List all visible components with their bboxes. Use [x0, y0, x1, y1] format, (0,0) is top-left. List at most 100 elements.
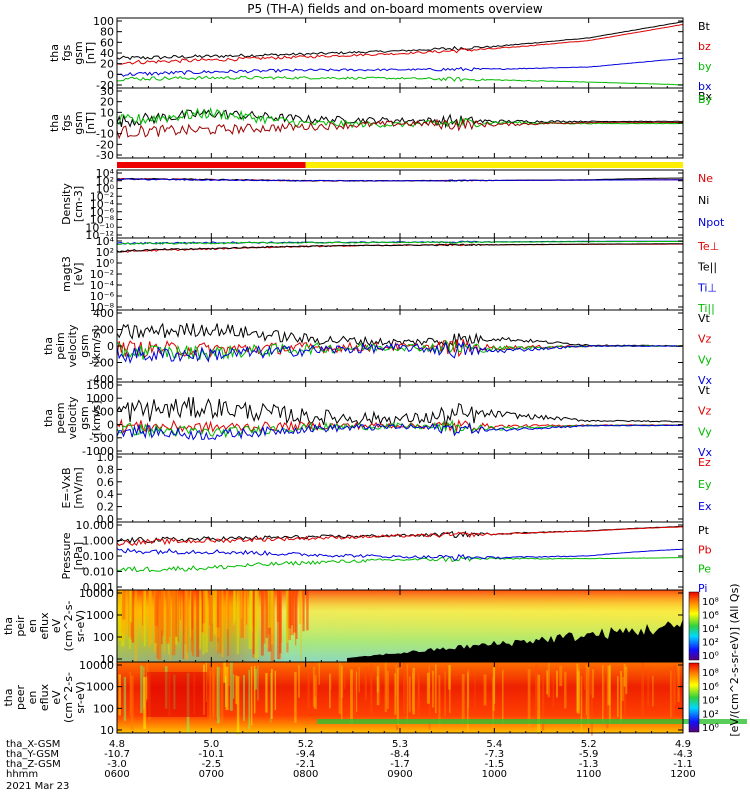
spectrogram-stripe [123, 676, 127, 721]
y-tick-label: 10⁻⁴ [90, 198, 115, 211]
spectrogram-stripe [246, 590, 248, 626]
legend-entry: Pe [698, 563, 711, 576]
y-tick-label: 0.001 [83, 581, 115, 594]
spectrogram-stripe [250, 666, 253, 726]
spectrogram-stripe [280, 590, 282, 643]
spectrogram-stripe [213, 590, 217, 635]
spectrogram-stripe [580, 676, 583, 735]
spectrogram-stripe [285, 590, 289, 643]
y-tick-label: 0.8 [97, 463, 115, 476]
colorbar-tick-label: 10⁸ [702, 668, 719, 679]
spectrogram-stripe [248, 669, 251, 730]
panel-pressure: 10.000 1.000 0.100 0.010 0.001 Pressure [nPa] P… [60, 519, 712, 595]
y-tick-label: 0.4 [97, 488, 115, 501]
spectrogram-stripe [467, 669, 470, 709]
spectrogram-stripe [290, 590, 293, 624]
spectrogram-stripe [229, 662, 233, 711]
spectrogram-stripe [536, 663, 539, 711]
footer-value: 4.8 [109, 739, 125, 750]
spectrogram-stripe [236, 590, 239, 655]
spectrogram-stripe [267, 590, 272, 628]
y-axis-label: eflux [38, 683, 51, 711]
spectrogram-stripe [254, 590, 259, 659]
spectrogram-stripe [537, 674, 541, 735]
legend-entry: by [698, 60, 712, 73]
y-axis-label: gsm [78, 406, 91, 429]
spectrogram-stripe [124, 590, 127, 636]
y-tick-label: 10⁰ [96, 183, 115, 196]
series-peem-velocity-Vy [116, 419, 684, 439]
spectrogram-stripe [356, 671, 358, 712]
legend-entry: Vz [698, 333, 712, 346]
spectrogram-stripe [300, 590, 302, 661]
spectrogram-stripe [652, 675, 654, 707]
y-tick-label: 0 [107, 117, 114, 130]
spectrogram-stripe [492, 676, 495, 732]
y-axis-label: (cm^2-s- [62, 601, 75, 652]
spectrogram-stripe [677, 664, 680, 703]
spectrogram-stripe [172, 590, 176, 656]
spectrogram-stripe [215, 664, 218, 718]
spectrogram-stripe [428, 665, 430, 688]
footer-value: -2.5 [202, 759, 222, 770]
y-tick-label: 10.000 [76, 519, 115, 532]
spectrogram-stripe [449, 665, 451, 713]
footer-value: -5.9 [579, 749, 599, 760]
colorbar-tick-label: 10² [702, 709, 719, 720]
y-tick-label: 60 [100, 36, 114, 49]
colorbar-tick-label: 10⁸ [702, 597, 719, 608]
spectrogram-stripe [552, 676, 555, 708]
y-axis-label: tha [2, 617, 15, 635]
legend-entry: Vy [698, 353, 712, 366]
spectrogram-stripe [603, 675, 605, 713]
y-axis-label: velocity [66, 324, 79, 367]
footer-value: -1.5 [485, 759, 505, 770]
spectrogram-stripe [623, 669, 627, 721]
y-axis-label: [cm-3] [72, 186, 85, 222]
colorbar-tick-label: 10² [702, 638, 719, 649]
footer-value: 1100 [576, 769, 601, 780]
spectrogram-stripe [493, 666, 496, 704]
spectrogram-stripe [578, 666, 580, 711]
y-tick-label: 0.0 [97, 513, 115, 526]
spectrogram-stripe [647, 666, 650, 707]
spectrogram-stripe [406, 664, 409, 725]
y-axis-label: eV [50, 618, 63, 633]
spectrogram-stripe [586, 666, 590, 726]
y-tick-label: -10 [96, 128, 114, 141]
spectrogram-stripe [235, 675, 237, 705]
spectrogram-stripe [402, 662, 406, 714]
series-density-Npot [116, 178, 683, 182]
y-axis-label: peer [14, 685, 27, 711]
y-tick-label: 200 [93, 324, 114, 337]
spectrogram-stripe [295, 590, 298, 640]
series-peim-velocity-Vx [116, 341, 684, 365]
spectrogram-stripe [438, 675, 441, 732]
spectrogram-stripe [190, 590, 193, 652]
y-tick-label: 1000 [86, 681, 114, 694]
spectrogram-stripe [527, 669, 531, 726]
spectrogram-stripe [434, 664, 437, 714]
y-axis-label: Pressure [60, 532, 73, 579]
colorbar-tick-label: 10⁴ [702, 696, 719, 707]
spectrogram-stripe [408, 676, 411, 712]
y-tick-label: 40 [100, 47, 114, 60]
y-tick-label: 10 [100, 724, 114, 737]
spectrogram-stripe [209, 590, 213, 642]
footer-value: -1.1 [673, 759, 693, 770]
spectrogram-stripe [338, 662, 342, 714]
spectrogram-stripe [343, 666, 346, 689]
spectrogram-stripe [225, 666, 229, 711]
series-fgs-dsl-Bz [116, 117, 683, 140]
spectrogram-stripe [277, 590, 281, 660]
legend-entry: Bt [698, 20, 711, 33]
y-tick-label: 20 [100, 96, 114, 109]
footer-value: -10.1 [198, 749, 224, 760]
y-tick-label: 0 [107, 68, 114, 81]
series-fgs-gsm-bx [117, 75, 684, 86]
y-axis-label: velocity [66, 396, 79, 439]
spectrogram-stripe [585, 665, 587, 716]
y-tick-label: 10⁻⁸ [90, 214, 115, 227]
y-axis-label: tha [2, 688, 15, 706]
